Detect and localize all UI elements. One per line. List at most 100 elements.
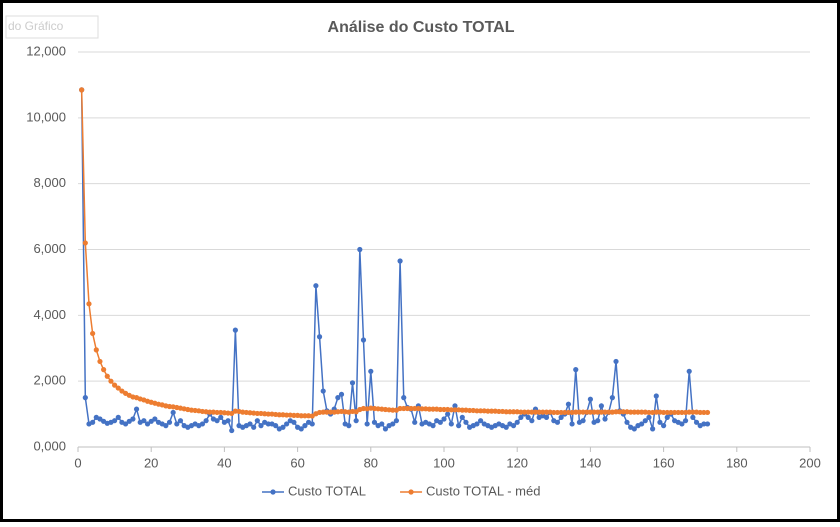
marker bbox=[302, 423, 308, 429]
marker bbox=[309, 421, 315, 427]
legend-label: Custo TOTAL - méd bbox=[426, 483, 540, 498]
y-tick-label: 4,000 bbox=[33, 307, 66, 322]
marker bbox=[360, 337, 367, 343]
marker bbox=[390, 421, 396, 427]
marker bbox=[291, 412, 297, 418]
marker bbox=[141, 418, 147, 424]
marker bbox=[697, 409, 703, 416]
marker bbox=[525, 414, 531, 420]
marker bbox=[646, 409, 652, 416]
marker bbox=[408, 405, 414, 412]
marker bbox=[554, 419, 561, 425]
marker bbox=[284, 421, 290, 427]
marker bbox=[624, 419, 630, 425]
marker bbox=[558, 414, 564, 420]
marker bbox=[101, 367, 107, 373]
marker bbox=[704, 421, 711, 427]
marker bbox=[313, 283, 319, 289]
marker bbox=[668, 409, 674, 416]
marker bbox=[503, 424, 509, 430]
marker bbox=[646, 414, 652, 420]
marker bbox=[276, 412, 282, 418]
marker bbox=[364, 421, 370, 427]
marker bbox=[510, 423, 517, 429]
marker bbox=[393, 418, 400, 424]
marker bbox=[631, 409, 637, 415]
marker bbox=[401, 395, 407, 401]
marker bbox=[401, 405, 407, 412]
marker bbox=[690, 409, 696, 415]
marker bbox=[613, 409, 619, 415]
marker bbox=[485, 408, 491, 414]
marker bbox=[412, 419, 418, 425]
marker bbox=[104, 373, 110, 379]
marker bbox=[229, 427, 235, 434]
marker bbox=[478, 418, 484, 424]
marker bbox=[532, 409, 539, 415]
marker bbox=[170, 409, 176, 416]
marker bbox=[701, 421, 707, 427]
marker bbox=[540, 409, 546, 415]
marker bbox=[580, 409, 586, 415]
marker bbox=[554, 409, 561, 416]
marker bbox=[507, 409, 513, 415]
marker bbox=[635, 409, 641, 415]
x-tick-label: 120 bbox=[506, 455, 528, 470]
marker bbox=[456, 423, 462, 429]
marker bbox=[459, 414, 465, 420]
marker bbox=[251, 424, 257, 430]
x-tick-label: 200 bbox=[799, 455, 821, 470]
marker bbox=[320, 409, 326, 415]
marker bbox=[661, 423, 667, 429]
x-tick-label: 60 bbox=[290, 455, 304, 470]
marker bbox=[521, 409, 528, 415]
marker bbox=[144, 421, 151, 427]
marker bbox=[448, 407, 454, 413]
marker bbox=[97, 358, 103, 365]
marker bbox=[112, 418, 118, 424]
marker bbox=[115, 414, 121, 420]
marker bbox=[265, 411, 271, 417]
legend-label: Custo TOTAL bbox=[288, 483, 366, 498]
marker bbox=[122, 421, 129, 427]
marker bbox=[437, 406, 443, 413]
y-tick-label: 8,000 bbox=[33, 175, 66, 190]
x-tick-label: 80 bbox=[364, 455, 378, 470]
marker bbox=[247, 421, 253, 427]
marker bbox=[686, 368, 692, 374]
marker bbox=[704, 409, 711, 416]
marker bbox=[90, 330, 96, 337]
marker bbox=[426, 406, 432, 412]
marker bbox=[108, 378, 114, 384]
x-tick-label: 0 bbox=[74, 455, 81, 470]
marker bbox=[93, 347, 99, 353]
marker bbox=[536, 409, 542, 415]
marker bbox=[225, 418, 231, 424]
marker bbox=[682, 418, 689, 424]
marker bbox=[265, 421, 271, 427]
marker bbox=[368, 368, 374, 374]
legend-marker bbox=[270, 489, 276, 495]
marker bbox=[543, 414, 550, 420]
marker bbox=[357, 246, 363, 253]
marker bbox=[445, 411, 451, 417]
marker bbox=[639, 409, 645, 415]
marker bbox=[349, 380, 356, 386]
marker bbox=[602, 409, 608, 415]
x-tick-label: 20 bbox=[144, 455, 158, 470]
marker bbox=[591, 409, 597, 415]
marker bbox=[576, 409, 583, 415]
marker bbox=[639, 421, 645, 427]
marker bbox=[459, 407, 465, 413]
marker bbox=[628, 409, 634, 415]
marker bbox=[664, 414, 670, 420]
marker bbox=[335, 395, 341, 401]
tooltip-box bbox=[5, 15, 99, 39]
marker bbox=[90, 419, 96, 425]
marker bbox=[488, 408, 495, 414]
marker bbox=[371, 419, 378, 425]
marker bbox=[320, 388, 326, 394]
marker bbox=[467, 407, 473, 414]
y-tick-label: 0,000 bbox=[33, 438, 66, 453]
